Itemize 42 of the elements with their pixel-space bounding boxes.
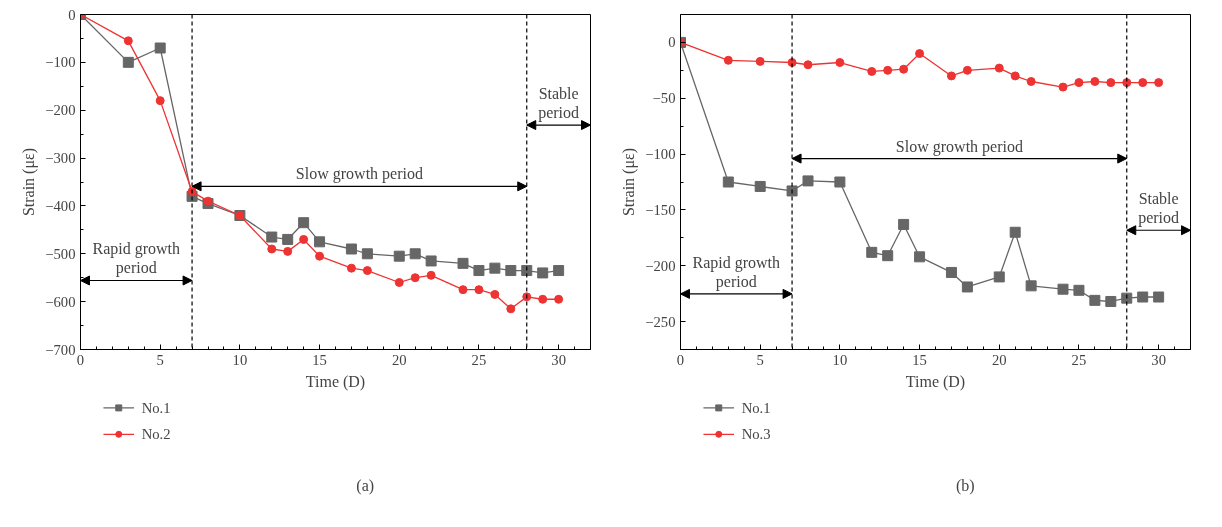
- y-tick-label: −300: [45, 150, 76, 167]
- annotation: Stable period: [1138, 190, 1180, 228]
- annotation: Rapid growth period: [692, 253, 781, 291]
- annotation: Slow growth period: [895, 137, 1023, 156]
- x-tick-label: 30: [551, 351, 566, 368]
- legend-label: No.3: [741, 426, 771, 443]
- x-tick-label: 25: [471, 351, 487, 368]
- y-tick-label: 0: [668, 34, 676, 51]
- x-tick-label: 5: [756, 351, 764, 368]
- y-axis-title: Strain (με): [20, 147, 39, 217]
- x-tick-label: 30: [1151, 351, 1166, 368]
- y-tick-label: −150: [645, 201, 676, 218]
- text: (a): [356, 476, 375, 495]
- x-axis-title: Time (D): [905, 372, 966, 391]
- x-tick-label: 25: [1071, 351, 1087, 368]
- y-tick-label: −500: [45, 245, 76, 262]
- x-tick-label: 20: [991, 351, 1007, 368]
- x-tick-label: 10: [232, 351, 248, 368]
- x-tick-label: 5: [156, 351, 164, 368]
- y-tick-label: −600: [45, 293, 76, 310]
- y-tick-label: −50: [652, 90, 676, 107]
- annotation: Stable period: [538, 85, 580, 123]
- y-axis-title: Strain (με): [620, 147, 639, 217]
- text: (b): [955, 476, 975, 495]
- legend-label: No.1: [741, 399, 771, 416]
- y-tick-label: −250: [645, 313, 676, 330]
- y-tick-label: −700: [45, 341, 76, 358]
- legend-label: No.1: [141, 399, 171, 416]
- y-tick-label: 0: [68, 6, 76, 23]
- annotation: Slow growth period: [295, 165, 423, 184]
- x-tick-label: 15: [912, 351, 927, 368]
- y-tick-label: −100: [645, 146, 676, 163]
- annotation: Rapid growth period: [92, 240, 181, 278]
- y-tick-label: −100: [45, 54, 76, 71]
- legend-label: No.2: [141, 426, 171, 443]
- x-axis-title: Time (D): [305, 372, 366, 391]
- y-tick-label: −400: [45, 197, 76, 214]
- x-tick-label: 10: [832, 351, 848, 368]
- y-tick-label: −200: [45, 102, 76, 119]
- x-tick-label: 20: [391, 351, 407, 368]
- y-tick-label: −200: [645, 257, 676, 274]
- x-tick-label: 15: [312, 351, 327, 368]
